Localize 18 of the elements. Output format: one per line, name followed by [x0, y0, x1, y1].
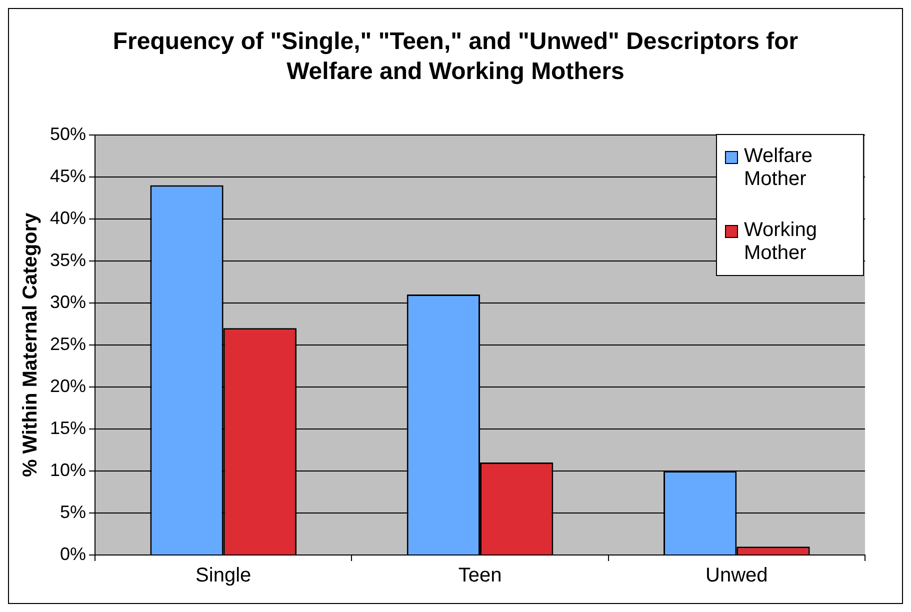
y-tick-label: 35% — [50, 250, 86, 270]
y-tick-label: 45% — [50, 166, 86, 186]
x-tick-label: Single — [196, 564, 252, 587]
y-tick-label: 10% — [50, 460, 86, 480]
y-tick-label: 20% — [50, 376, 86, 396]
y-tick-label: 25% — [50, 334, 86, 354]
legend-label: Working Mother — [744, 219, 818, 265]
y-axis-title: % Within Maternal Category — [20, 212, 42, 478]
y-tick-label: 30% — [50, 292, 86, 312]
y-tick-label: 40% — [50, 208, 86, 228]
x-tick-label: Teen — [458, 564, 502, 587]
chart-title: Frequency of "Single," "Teen," and "Unwed" Descriptors for Welfare and Working Mothers — [112, 27, 800, 87]
x-tick-label: Unwed — [706, 564, 768, 587]
y-tick-label: 5% — [60, 502, 86, 522]
y-tick-label: 0% — [60, 544, 86, 564]
y-tick-label: 50% — [50, 124, 86, 144]
y-tick-label: 15% — [50, 418, 86, 438]
legend-label: Welfare Mother — [744, 145, 814, 191]
